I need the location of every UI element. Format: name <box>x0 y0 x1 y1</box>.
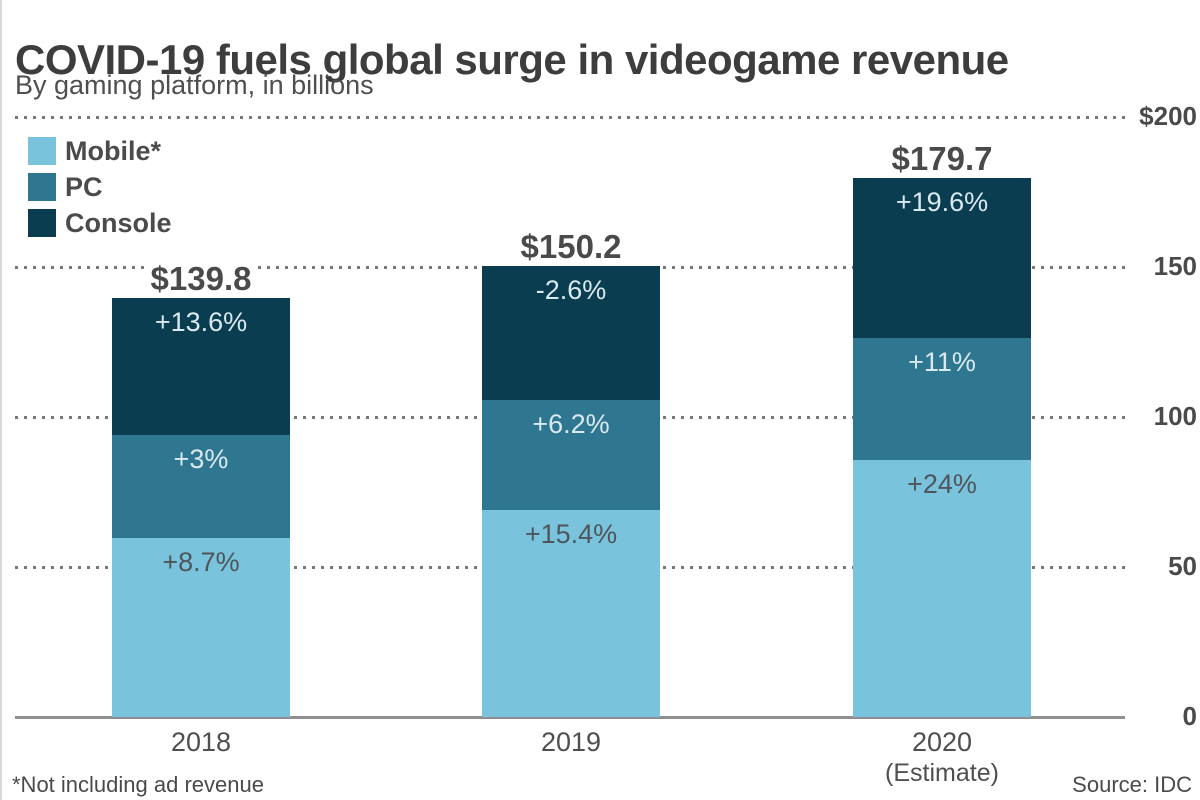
bar-total-label-2018: $139.8 <box>91 259 311 298</box>
legend-swatch-pc <box>28 173 56 201</box>
bar-segment-pc-2019: +6.2% <box>482 400 660 510</box>
segment-change-label: +13.6% <box>154 306 248 337</box>
y-tick-label-50: 50 <box>1168 551 1197 581</box>
bar-segment-mobile-2020: +24% <box>853 460 1031 717</box>
bar-segment-console-2020: +19.6% <box>853 177 1031 339</box>
legend-item-pc: PC <box>28 169 172 205</box>
source-credit: Source: IDC <box>1072 772 1192 797</box>
bar-total-label-2020: $179.7 <box>832 139 1052 178</box>
bar-segment-pc-2020: +11% <box>853 338 1031 461</box>
left-edge-border <box>0 0 2 800</box>
x-axis-label-2019: 2019 <box>540 727 602 757</box>
legend-item-mobile: Mobile* <box>28 133 172 169</box>
bar-segment-mobile-2018: +8.7% <box>112 537 290 717</box>
segment-change-label: +15.4% <box>524 519 618 549</box>
x-axis-label-2020: 2020 (Estimate) <box>822 727 1062 789</box>
legend-label-console: Console <box>65 207 172 238</box>
y-tick-label-100: 100 <box>1153 401 1197 431</box>
legend-swatch-mobile <box>28 137 56 165</box>
chart-subtitle: By gaming platform, in billions <box>15 70 374 100</box>
segment-change-label: +6.2% <box>532 409 610 440</box>
segment-change-label: -2.6% <box>535 275 607 306</box>
x-axis-baseline <box>15 716 1125 719</box>
chart-title: COVID-19 fuels global surge in videogame… <box>15 36 1009 84</box>
bar-segment-console-2018: +13.6% <box>112 297 290 435</box>
segment-change-label: +24% <box>907 469 977 500</box>
y-tick-label-150: 150 <box>1153 251 1197 281</box>
segment-change-label: +8.7% <box>162 546 240 577</box>
y-tick-label-0: 0 <box>1182 701 1197 731</box>
segment-change-label: +19.6% <box>895 186 989 217</box>
bar-segment-pc-2018: +3% <box>112 434 290 538</box>
bar-segment-console-2019: -2.6% <box>482 266 660 401</box>
bar-total-label-2019: $150.2 <box>461 228 681 266</box>
x-axis-label-2018: 2018 <box>170 727 232 757</box>
legend: Mobile* PC Console <box>28 133 172 241</box>
legend-item-console: Console <box>28 205 172 241</box>
legend-swatch-console <box>28 209 56 237</box>
segment-change-label: +11% <box>908 347 976 378</box>
legend-label-mobile: Mobile* <box>65 135 162 166</box>
footnote: *Not including ad revenue <box>12 772 264 797</box>
x-axis-sublabel-2020: (Estimate) <box>885 759 999 787</box>
bar-segment-mobile-2019: +15.4% <box>482 510 660 717</box>
segment-change-label: +3% <box>173 443 229 474</box>
y-tick-label-200: $200 <box>1139 101 1197 131</box>
gridline-200 <box>15 116 1125 119</box>
legend-label-pc: PC <box>65 171 103 202</box>
